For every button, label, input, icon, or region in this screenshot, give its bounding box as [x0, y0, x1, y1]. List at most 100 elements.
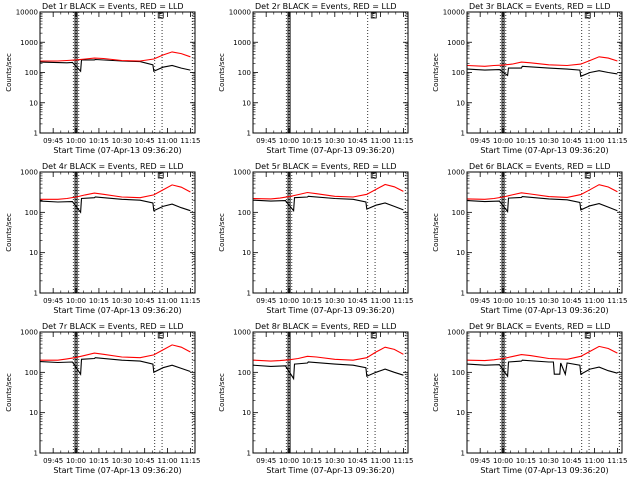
detector-panel-6: Det 6r BLACK = Events, RED = LLD E 1 10 100 1…: [427, 160, 640, 320]
x-tick-label: 10:30: [325, 137, 345, 145]
x-axis-label: Start Time (07-Apr-13 09:36:20): [267, 306, 395, 315]
x-tick-label: 10:00: [279, 137, 299, 145]
y-tick-label: 10: [456, 249, 465, 257]
x-tick-label: 10:45: [135, 297, 155, 305]
x-tick-label: 10:15: [515, 137, 535, 145]
x-tick-label: 10:00: [279, 457, 299, 465]
detector-panel-5: Det 5r BLACK = Events, RED = LLD E 1 10 100 1…: [213, 160, 426, 320]
chart-svg: Det 4r BLACK = Events, RED = LLD E 1 10 100 1…: [5, 162, 201, 315]
y-tick-label: 100: [451, 69, 464, 77]
lld-series-line: [40, 51, 191, 62]
lld-series-line: [466, 184, 618, 200]
x-tick-label: 10:30: [538, 457, 558, 465]
detector-panel-7: Det 7r BLACK = Events, RED = LLD E 1 10 100 1…: [0, 320, 213, 480]
e-marker-label: E: [159, 14, 162, 20]
x-tick-label: 10:00: [493, 137, 513, 145]
chart-svg: Det 5r BLACK = Events, RED = LLD E 1 10 100 1…: [218, 162, 414, 315]
y-tick-label: 1: [247, 290, 251, 298]
chart-title: Det 1r BLACK = Events, RED = LLD: [42, 2, 184, 11]
chart-title: Det 4r BLACK = Events, RED = LLD: [42, 162, 184, 171]
e-marker-label: E: [372, 174, 375, 180]
x-tick-label: 11:00: [371, 457, 391, 465]
x-tick-label: 10:00: [66, 297, 86, 305]
e-marker-box: [584, 12, 591, 19]
e-marker-box: [584, 172, 591, 179]
x-tick-label: 11:00: [157, 137, 177, 145]
detector-panel-8: Det 8r BLACK = Events, RED = LLD E 1 10 100 1…: [213, 320, 426, 480]
chart-svg: Det 6r BLACK = Events, RED = LLD E 1 10 100 1…: [432, 162, 628, 315]
x-tick-label: 11:00: [371, 297, 391, 305]
y-tick-label: 1000: [233, 169, 251, 177]
e-marker-label: E: [159, 334, 162, 340]
detector-panel-2: Det 2r BLACK = Events, RED = LLD E 1 10 100 1…: [213, 0, 426, 160]
lld-series-line: [40, 184, 191, 200]
y-tick-label: 100: [451, 209, 464, 217]
events-series-line: [466, 65, 618, 78]
e-marker-box: [371, 12, 377, 19]
y-tick-label: 10000: [16, 9, 38, 17]
x-tick-label: 10:30: [538, 137, 558, 145]
x-tick-label: 10:15: [89, 457, 109, 465]
detector-panel-4: Det 4r BLACK = Events, RED = LLD E 1 10 100 1…: [0, 160, 213, 320]
detector-panel-1: Det 1r BLACK = Events, RED = LLD E 1 10 100 1…: [0, 0, 213, 160]
y-tick-label: 1000: [447, 329, 465, 337]
x-tick-label: 10:45: [348, 297, 368, 305]
x-tick-label: 10:15: [89, 137, 109, 145]
x-axis-label: Start Time (07-Apr-13 09:36:20): [53, 306, 181, 315]
y-axis-label: Counts/sec: [432, 213, 440, 252]
e-marker-label: E: [585, 334, 588, 340]
x-tick-label: 10:15: [89, 297, 109, 305]
y-tick-label: 1: [34, 290, 38, 298]
x-tick-label: 10:00: [66, 457, 86, 465]
x-axis-label: Start Time (07-Apr-13 09:36:20): [53, 146, 181, 155]
x-tick-label: 10:15: [302, 137, 322, 145]
x-tick-label: 11:15: [180, 297, 200, 305]
x-tick-label: 09:45: [470, 457, 490, 465]
e-marker-box: [584, 332, 591, 339]
y-axis-label: Counts/sec: [5, 213, 13, 252]
y-axis-label: Counts/sec: [432, 53, 440, 92]
chart-svg: Det 8r BLACK = Events, RED = LLD E 1 10 100 1…: [218, 322, 414, 475]
plot-frame: [466, 171, 623, 294]
x-tick-label: 10:15: [515, 457, 535, 465]
y-tick-label: 10: [29, 409, 38, 417]
x-tick-label: 10:00: [493, 457, 513, 465]
lld-series-line: [466, 345, 618, 362]
y-tick-label: 1: [247, 130, 251, 138]
chart-svg: Det 1r BLACK = Events, RED = LLD E 1 10 100 1…: [5, 2, 201, 155]
x-axis-label: Start Time (07-Apr-13 09:36:20): [480, 306, 608, 315]
y-tick-label: 1: [34, 130, 38, 138]
chart-svg: Det 3r BLACK = Events, RED = LLD E 1 10 100 1…: [432, 2, 628, 155]
e-marker-box: [371, 332, 377, 339]
e-marker-label: E: [159, 174, 162, 180]
x-tick-label: 10:45: [135, 457, 155, 465]
y-tick-label: 100: [238, 209, 251, 217]
y-tick-label: 1000: [233, 39, 251, 47]
x-tick-label: 10:00: [279, 297, 299, 305]
e-marker-box: [157, 172, 164, 179]
plot-frame: [466, 11, 623, 134]
x-tick-label: 11:15: [180, 457, 200, 465]
y-tick-label: 10: [456, 409, 465, 417]
y-tick-label: 100: [238, 369, 251, 377]
detector-panel-9: Det 9r BLACK = Events, RED = LLD E 1 10 100 1…: [427, 320, 640, 480]
y-tick-label: 10: [242, 99, 251, 107]
chart-title: Det 2r BLACK = Events, RED = LLD: [255, 2, 397, 11]
y-tick-label: 10: [242, 409, 251, 417]
x-tick-label: 10:30: [325, 297, 345, 305]
x-tick-label: 11:00: [157, 297, 177, 305]
x-tick-label: 11:00: [584, 297, 604, 305]
y-tick-label: 1000: [20, 329, 38, 337]
x-tick-label: 10:45: [135, 137, 155, 145]
chart-title: Det 8r BLACK = Events, RED = LLD: [255, 322, 397, 331]
x-tick-label: 10:30: [112, 297, 132, 305]
e-marker-label: E: [585, 14, 588, 20]
plot-frame: [252, 11, 409, 134]
y-tick-label: 10: [242, 249, 251, 257]
y-tick-label: 1: [247, 450, 251, 458]
x-tick-label: 10:45: [561, 297, 581, 305]
x-tick-label: 11:15: [180, 137, 200, 145]
x-tick-label: 09:45: [470, 137, 490, 145]
chart-title: Det 5r BLACK = Events, RED = LLD: [255, 162, 397, 171]
